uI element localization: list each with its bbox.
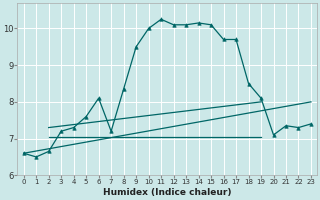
X-axis label: Humidex (Indice chaleur): Humidex (Indice chaleur) xyxy=(103,188,232,197)
